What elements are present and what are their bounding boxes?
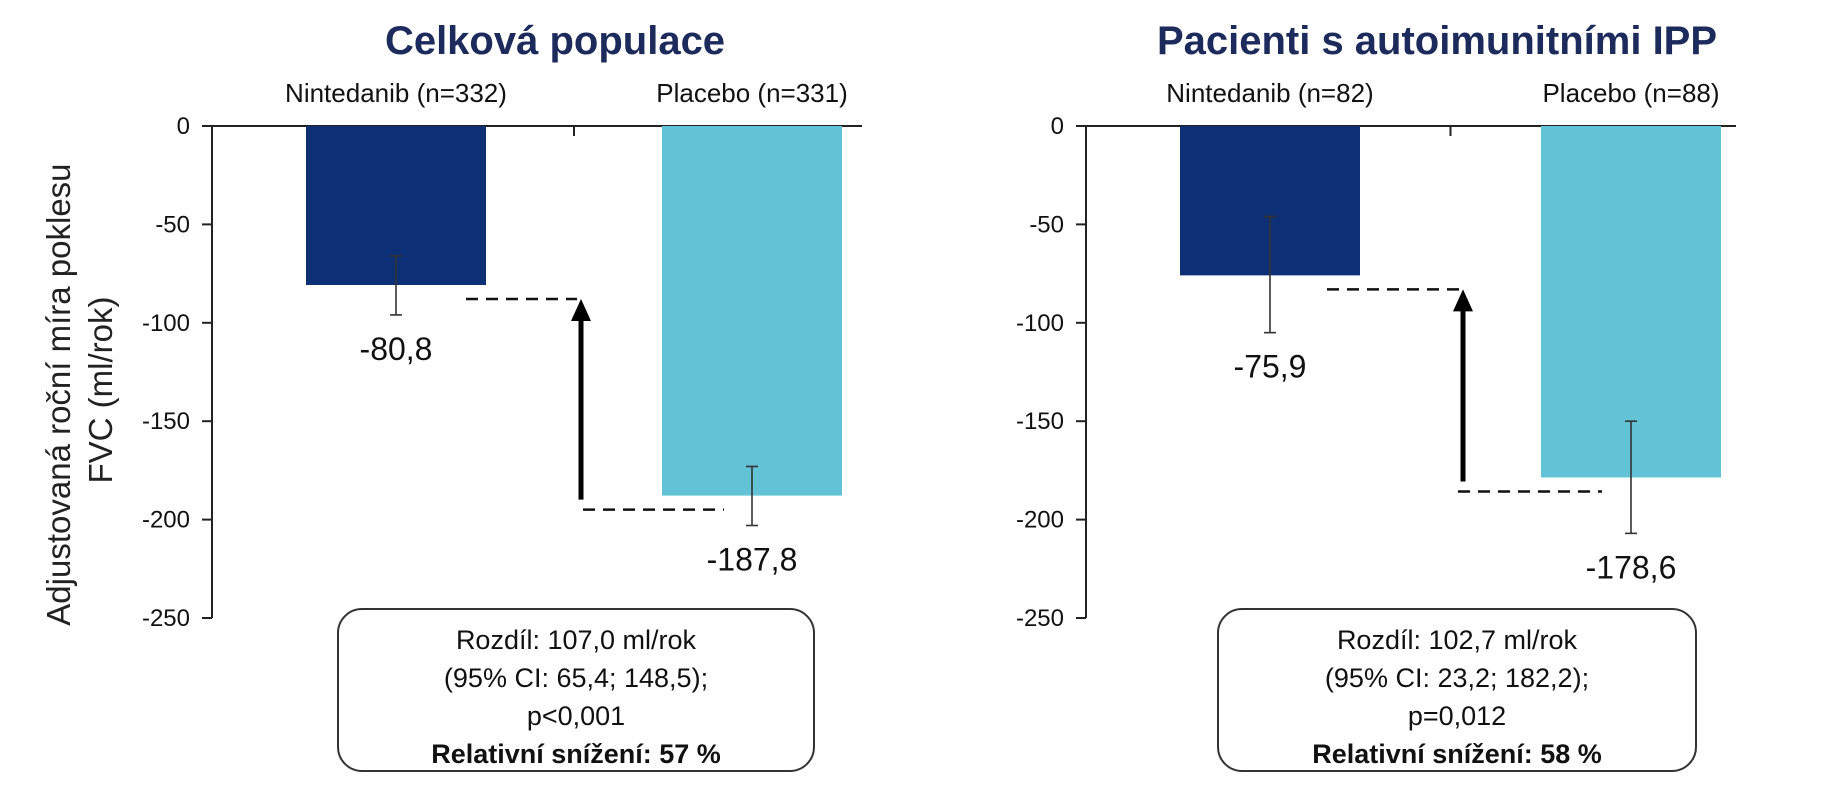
stats-annotation-text: p=0,012 — [1408, 701, 1506, 731]
y-tick-label: -200 — [142, 507, 190, 534]
y-tick-label: -100 — [1016, 310, 1064, 337]
stats-annotation-text: (95% CI: 65,4; 148,5); — [444, 663, 708, 693]
difference-arrow-head — [571, 299, 591, 322]
value-label: -187,8 — [707, 542, 798, 578]
relative-reduction-text: Relativní snížení: 57 % — [431, 739, 721, 769]
y-tick-label: -50 — [155, 211, 190, 238]
category-label: Nintedanib (n=82) — [1166, 78, 1373, 108]
difference-arrow-head — [1453, 289, 1473, 312]
stats-annotation-text: (95% CI: 23,2; 182,2); — [1325, 663, 1589, 693]
chart-title: Pacienti s autoimunitními IPP — [1157, 19, 1717, 63]
relative-reduction-text: Relativní snížení: 58 % — [1312, 739, 1602, 769]
y-tick-label: -200 — [1016, 507, 1064, 534]
y-axis-label: Adjustovaná roční míra poklesu FVC (ml/r… — [40, 154, 119, 625]
y-axis-label-line2: FVC (ml/rok) — [82, 297, 119, 484]
stats-annotation-text: Rozdíl: 107,0 ml/rok — [456, 625, 697, 655]
chart-panel-1: Celková populace 0 -50 -100 -150 -200 -250 Nint… — [142, 19, 862, 772]
y-tick-label: -250 — [1016, 605, 1064, 632]
y-tick-label: 0 — [177, 113, 190, 140]
y-tick-label: -250 — [142, 605, 190, 632]
category-label: Nintedanib (n=332) — [285, 78, 507, 108]
value-label: -178,6 — [1586, 549, 1677, 585]
chart-panel-2: Pacienti s autoimunitními IPP 0 -50 -100 -15… — [1016, 19, 1736, 772]
category-label: Placebo (n=331) — [656, 78, 848, 108]
stats-annotation-box — [337, 608, 815, 772]
category-label: Placebo (n=88) — [1542, 78, 1719, 108]
bar-placebo — [1541, 126, 1721, 478]
value-label: -80,8 — [360, 331, 433, 367]
y-tick-label: -100 — [142, 310, 190, 337]
y-tick-label: -50 — [1029, 211, 1064, 238]
y-tick-label: -150 — [142, 408, 190, 435]
chart-title: Celková populace — [385, 19, 725, 63]
y-tick-label: 0 — [1051, 113, 1064, 140]
y-axis-label-line1: Adjustovaná roční míra poklesu — [40, 163, 77, 625]
value-label: -75,9 — [1234, 349, 1307, 385]
stats-annotation-box — [1217, 608, 1697, 772]
bar-placebo — [662, 126, 842, 496]
stats-annotation-text: Rozdíl: 102,7 ml/rok — [1337, 625, 1578, 655]
y-tick-label: -150 — [1016, 408, 1064, 435]
stats-annotation-text: p<0,001 — [527, 701, 625, 731]
